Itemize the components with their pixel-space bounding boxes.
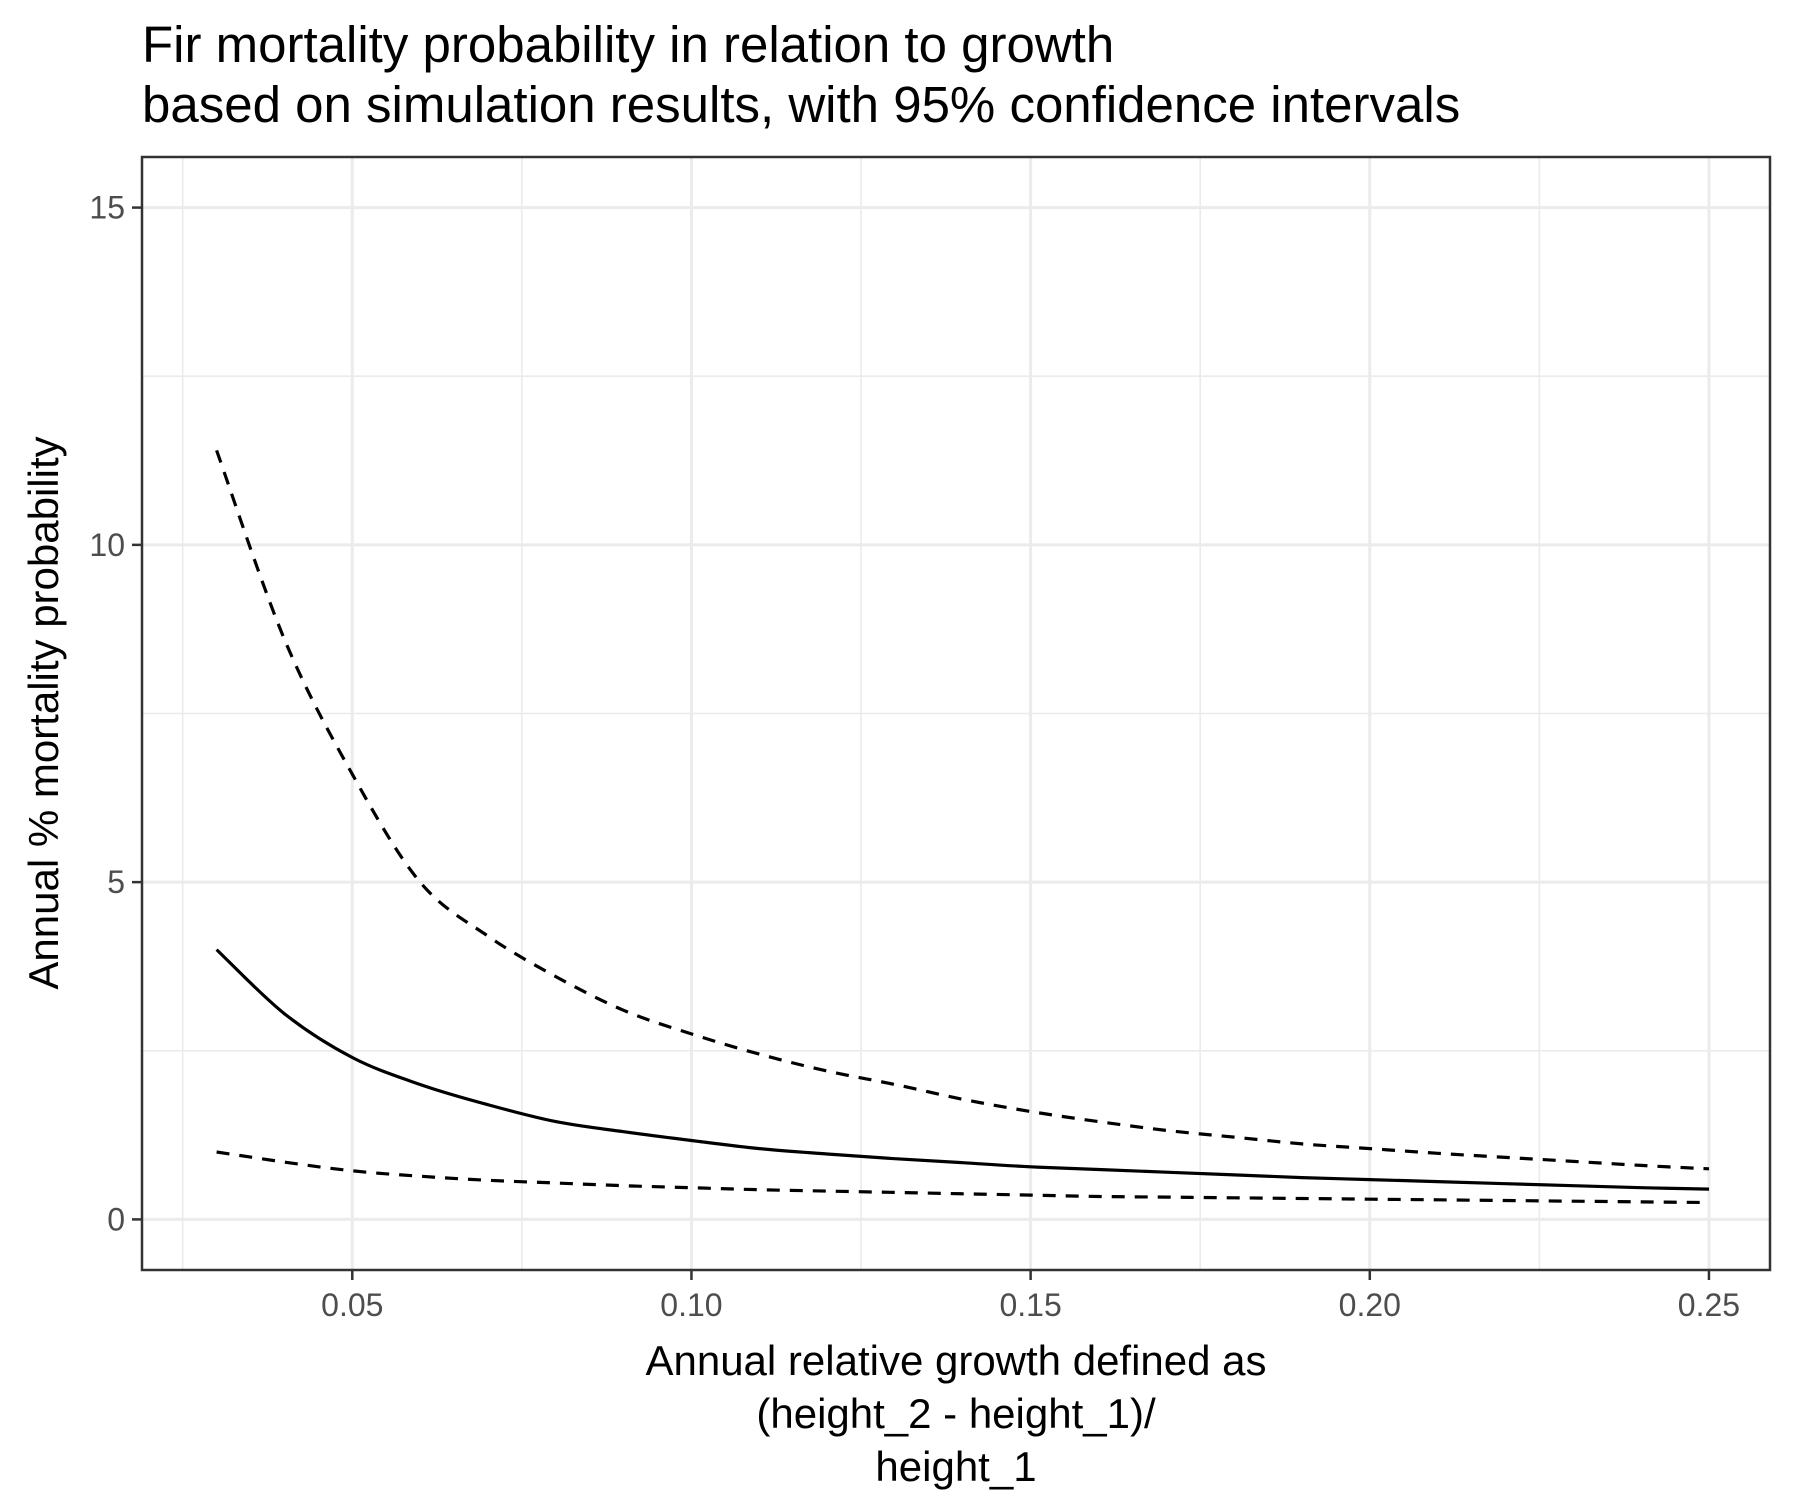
x-axis-title-line-2: (height_2 - height_1)/	[756, 1390, 1156, 1437]
plot-panel-border	[140, 155, 1772, 1272]
x-axis: 0.05 0.10 0.15 0.20 0.25	[321, 1270, 1740, 1323]
y-tick-label: 10	[89, 527, 125, 563]
y-axis-title: Annual % mortality probability	[20, 436, 67, 989]
major-gridlines	[142, 157, 1770, 1270]
x-axis-title-line-1: Annual relative growth defined as	[645, 1337, 1266, 1384]
series-line-lower-ci	[216, 1150, 1710, 1205]
minor-gridlines	[142, 157, 1770, 1270]
x-tick-label: 0.25	[1678, 1287, 1740, 1323]
x-tick-label: 0.05	[321, 1287, 383, 1323]
x-tick-label: 0.10	[660, 1287, 722, 1323]
chart-title-line-1: Fir mortality probability in relation to…	[142, 16, 1114, 73]
y-tick-label: 0	[107, 1201, 125, 1237]
chart-title-line-2: based on simulation results, with 95% co…	[142, 76, 1460, 133]
y-tick-label: 5	[107, 864, 125, 900]
series-line-estimate	[215, 948, 1710, 1191]
x-tick-label: 0.20	[1339, 1287, 1401, 1323]
y-tick-label: 15	[89, 190, 125, 226]
x-tick-label: 0.15	[999, 1287, 1061, 1323]
y-axis: 0 5 10 15	[89, 190, 142, 1237]
x-axis-title-line-3: height_1	[875, 1443, 1036, 1490]
series-lines	[215, 449, 1710, 1205]
series-line-upper-ci	[215, 449, 1710, 1171]
